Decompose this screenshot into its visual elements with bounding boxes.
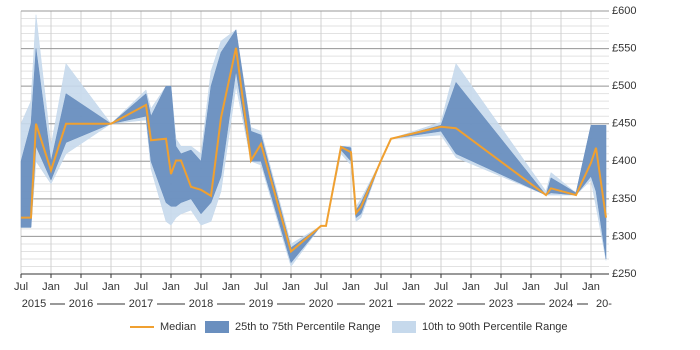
grid bbox=[20, 10, 609, 275]
percentile-band bbox=[20, 29, 607, 264]
y-tick-label: £300 bbox=[612, 230, 636, 242]
x-tick-label: Jul bbox=[374, 281, 388, 293]
x-tick-label: Jul bbox=[194, 281, 208, 293]
x-tick-label: Jul bbox=[494, 281, 508, 293]
x-tick-label: Jul bbox=[434, 281, 448, 293]
legend: Median 25th to 75th Percentile Range 10th … bbox=[130, 321, 568, 333]
axes: £250 £300 £350 £400 £450 £500 £550 £600 Jul Jan Ju… bbox=[14, 5, 637, 310]
y-tick-label: £450 bbox=[612, 118, 636, 130]
legend-label: Median bbox=[160, 321, 196, 333]
y-tick-label: £350 bbox=[612, 193, 636, 205]
year-label: 2024 bbox=[549, 298, 573, 310]
year-label: 2020 bbox=[309, 298, 333, 310]
y-tick-label: £250 bbox=[612, 268, 636, 280]
year-label: 2023 bbox=[489, 298, 513, 310]
x-tick-label: Jul bbox=[134, 281, 148, 293]
legend-swatch bbox=[392, 321, 416, 333]
x-tick-label: Jan bbox=[522, 281, 540, 293]
x-tick-label: Jul bbox=[554, 281, 568, 293]
y-tick-label: £550 bbox=[612, 42, 636, 54]
year-label: 2019 bbox=[249, 298, 273, 310]
year-label: 2016 bbox=[69, 298, 93, 310]
x-tick-label: Jan bbox=[342, 281, 360, 293]
y-tick-label: £500 bbox=[612, 80, 636, 92]
median-line bbox=[21, 47, 607, 254]
year-label: 2021 bbox=[369, 298, 393, 310]
legend-swatch bbox=[205, 321, 229, 333]
legend-label: 10th to 90th Percentile Range bbox=[422, 321, 568, 333]
x-tick-label: Jan bbox=[582, 281, 600, 293]
year-label: 2015 bbox=[22, 298, 46, 310]
y-tick-label: £600 bbox=[612, 5, 636, 17]
x-tick-label: Jan bbox=[462, 281, 480, 293]
year-label: 2022 bbox=[429, 298, 453, 310]
x-tick-label: Jan bbox=[162, 281, 180, 293]
x-tick-label: Jan bbox=[402, 281, 420, 293]
bands bbox=[20, 14, 607, 268]
x-tick-label: Jul bbox=[74, 281, 88, 293]
x-tick-label: Jan bbox=[282, 281, 300, 293]
x-tick-label: Jul bbox=[314, 281, 328, 293]
x-tick-label: Jan bbox=[42, 281, 60, 293]
legend-label: 25th to 75th Percentile Range bbox=[235, 321, 381, 333]
year-label: 20- bbox=[596, 298, 612, 310]
x-tick-label: Jan bbox=[222, 281, 240, 293]
lines bbox=[21, 47, 607, 254]
x-tick-label: Jul bbox=[254, 281, 268, 293]
x-tick-label: Jan bbox=[102, 281, 120, 293]
year-label: 2017 bbox=[129, 298, 153, 310]
x-tick-label: Jul bbox=[14, 281, 28, 293]
year-label: 2018 bbox=[189, 298, 213, 310]
y-tick-label: £400 bbox=[612, 155, 636, 167]
